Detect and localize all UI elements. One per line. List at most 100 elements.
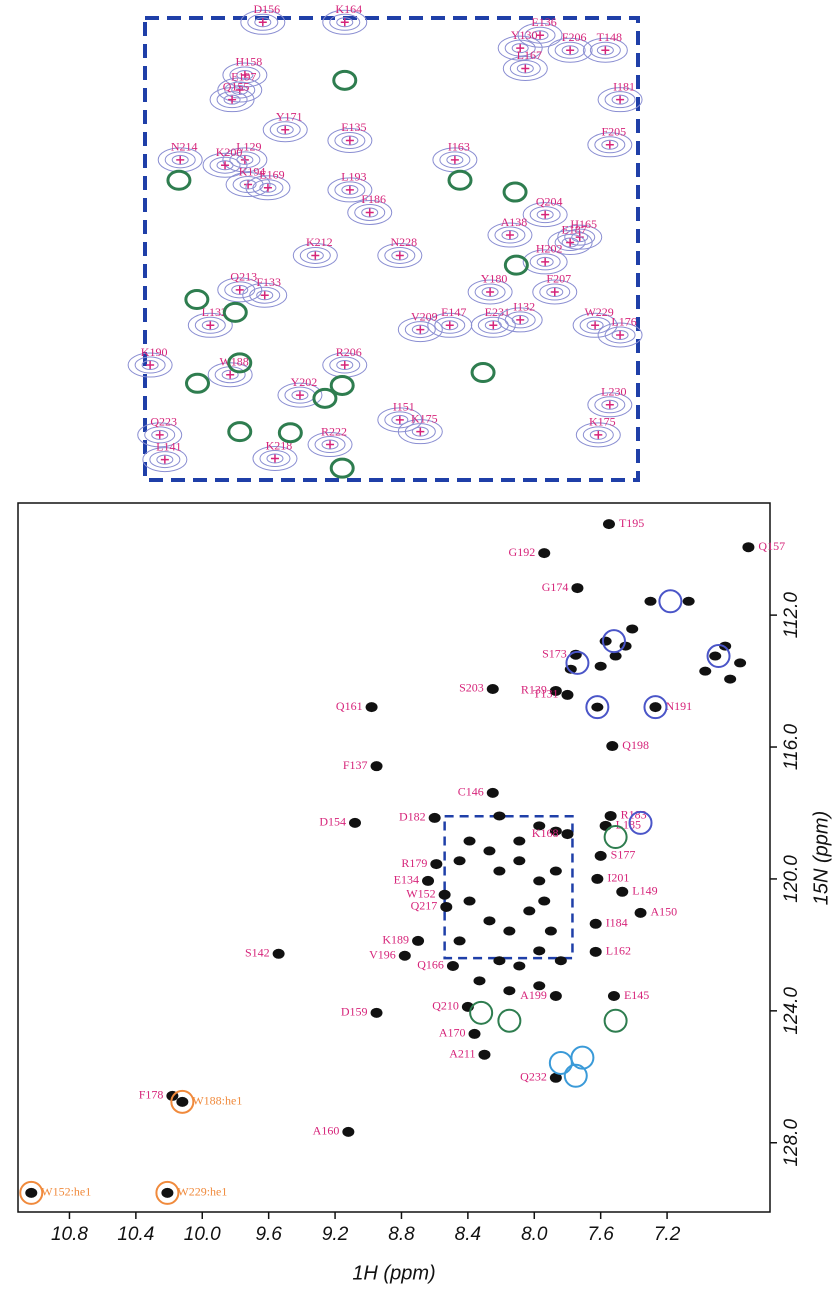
peak-cross — [155, 430, 164, 439]
contour — [539, 283, 571, 301]
contour — [536, 256, 554, 267]
peak — [538, 896, 551, 906]
peak — [544, 926, 557, 936]
peak — [438, 889, 451, 900]
contour — [536, 209, 554, 220]
contour — [497, 35, 543, 61]
peak-label: K164 — [335, 2, 362, 16]
peak — [412, 935, 425, 946]
peak-label: S142 — [245, 946, 270, 960]
peak-cross — [365, 208, 374, 217]
x-tick-label: 7.2 — [654, 1224, 681, 1245]
highlight-circle — [222, 301, 248, 323]
contour — [529, 206, 561, 224]
contour — [604, 91, 636, 109]
peak-label: Y130 — [511, 28, 538, 42]
peak — [533, 821, 546, 831]
peak-label: L230 — [601, 385, 626, 399]
peak-label: T148 — [597, 30, 622, 44]
peak-cross — [240, 70, 249, 79]
peak — [549, 826, 562, 836]
x-tick-label: 10.4 — [117, 1224, 154, 1245]
peak-label: Q204 — [536, 194, 563, 208]
peak-cross — [489, 321, 498, 330]
highlight-circle — [227, 352, 253, 374]
peak-cross — [258, 18, 267, 27]
contour — [341, 184, 359, 195]
x-tick-label: 9.2 — [322, 1224, 349, 1245]
peak — [493, 811, 506, 821]
contour — [561, 237, 579, 248]
contour — [329, 13, 361, 31]
peak-cross — [263, 183, 272, 192]
contour — [604, 326, 636, 344]
contour — [336, 17, 354, 28]
peak — [604, 810, 617, 821]
peak — [370, 1007, 383, 1018]
contour — [470, 312, 516, 338]
peak — [486, 787, 499, 798]
peak — [513, 961, 526, 971]
peak — [483, 846, 496, 856]
contour — [202, 152, 248, 178]
contour — [554, 41, 586, 59]
contour — [151, 429, 169, 440]
contour — [341, 135, 359, 146]
peak-label: W188 — [219, 354, 248, 368]
contour — [501, 230, 519, 241]
peak-label: K168 — [532, 826, 559, 840]
peak-label: F133 — [256, 275, 281, 289]
y-tick-label: 128.0 — [781, 1119, 802, 1167]
peak — [463, 896, 476, 906]
peak — [589, 918, 602, 929]
x-tick-label: 9.6 — [255, 1224, 282, 1245]
peak-label: Q210 — [432, 999, 459, 1013]
peak-label: A211 — [449, 1046, 475, 1060]
peak-cross — [486, 287, 495, 296]
peak-cross — [566, 46, 575, 55]
contour — [201, 320, 219, 331]
peak-label: Q198 — [622, 738, 649, 752]
contour — [254, 17, 272, 28]
highlight-circle — [570, 1045, 595, 1070]
contour — [327, 177, 373, 203]
peak-label: S177 — [611, 848, 636, 862]
peak-cross — [244, 180, 253, 189]
contour — [127, 352, 173, 378]
peak-cross — [260, 291, 269, 300]
peak-label: G192 — [509, 545, 536, 559]
contour — [242, 282, 288, 308]
contour — [597, 87, 643, 113]
contour — [216, 91, 248, 109]
peak-cross — [541, 210, 550, 219]
contour — [484, 320, 502, 331]
contour — [481, 286, 499, 297]
contour — [256, 290, 274, 301]
peak-label: S203 — [459, 681, 484, 695]
contour — [572, 312, 618, 338]
peak-cross — [450, 155, 459, 164]
y-tick-label: 112.0 — [781, 592, 802, 639]
contour — [397, 317, 443, 343]
peak-cross — [270, 454, 279, 463]
peak-label: A170 — [439, 1026, 466, 1040]
contour — [589, 41, 621, 59]
y-tick-label: 116.0 — [781, 724, 802, 771]
highlight-circle — [502, 181, 528, 203]
highlight-circle — [548, 1050, 573, 1075]
contour — [587, 392, 633, 418]
peak-label: Q217 — [411, 899, 438, 913]
peak-cross — [516, 315, 525, 324]
peak-label: L167 — [517, 48, 542, 62]
highlight-circle — [277, 422, 303, 444]
x-tick-label: 7.6 — [587, 1224, 614, 1245]
peak-label: H165 — [570, 217, 597, 231]
contour — [522, 249, 568, 275]
contour — [322, 9, 368, 35]
peak-label: A160 — [313, 1124, 340, 1138]
peak — [591, 873, 604, 884]
peak-label: F186 — [361, 192, 386, 206]
contour — [404, 321, 436, 339]
peak — [599, 820, 612, 831]
